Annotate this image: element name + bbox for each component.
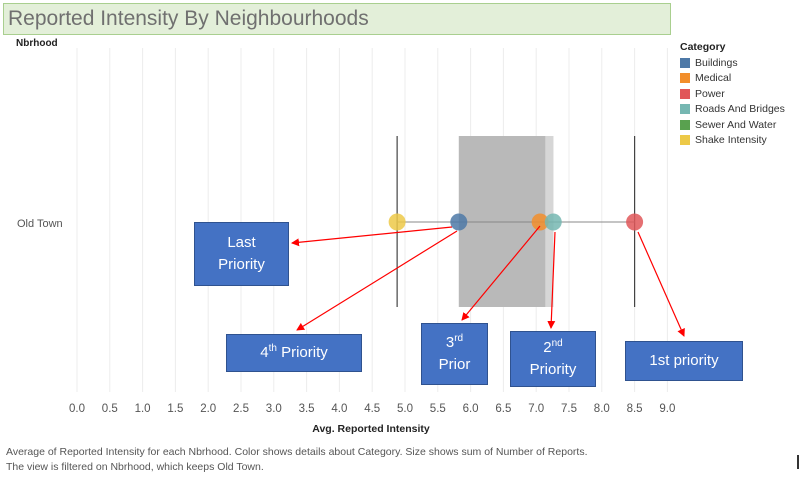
legend-item-roads-and-bridges[interactable]: Roads And Bridges <box>680 102 785 118</box>
x-tick-label: 0.0 <box>69 403 85 415</box>
annotation-fourth-num: 4 <box>260 344 269 362</box>
data-point-medical <box>531 213 549 231</box>
legend-title: Category <box>680 41 726 53</box>
legend-label: Power <box>695 87 725 100</box>
x-tick-label: 1.5 <box>167 403 183 415</box>
legend-swatch-power <box>680 88 690 99</box>
x-tick-label: 9.0 <box>659 403 675 415</box>
x-axis-ticks: 0.0 0.5 1.0 1.5 2.0 2.5 3.0 3.5 4.0 4.5 5.0 5.5 6.0 6… <box>69 403 675 415</box>
legend-swatch-shake-intensity <box>680 135 690 146</box>
data-point-power <box>626 213 644 231</box>
x-tick-label: 1.0 <box>135 403 151 415</box>
x-tick-label: 4.5 <box>364 403 380 415</box>
x-tick-label: 6.0 <box>463 403 479 415</box>
legend-item-medical[interactable]: Medical <box>680 71 785 87</box>
chart-title-box: Reported Intensity By Neighbourhoods <box>3 3 671 35</box>
annotation-arrows <box>291 225 685 337</box>
annotation-last-priority: Last Priority <box>194 222 289 286</box>
legend-label: Medical <box>695 72 732 85</box>
annotation-fourth-sup: th <box>268 343 277 355</box>
annotation-third-sup: rd <box>454 333 464 345</box>
x-tick-label: 6.5 <box>495 403 511 415</box>
data-point-shake-intensity <box>388 213 406 231</box>
text-cursor <box>797 455 799 469</box>
chart-caption: Average of Reported Intensity for each N… <box>6 445 588 475</box>
annotation-second-priority: 2nd Priority <box>510 331 596 387</box>
arrow-third-priority <box>461 225 541 321</box>
annotation-second-line2: Priority <box>529 361 577 378</box>
x-tick-label: 5.0 <box>397 403 413 415</box>
annotation-first-text: 1st priority <box>649 352 719 370</box>
chart-title: Reported Intensity By Neighbourhoods <box>8 7 369 30</box>
legend-label: Shake Intensity <box>695 134 767 147</box>
annotation-last-line1: Last <box>227 234 256 252</box>
annotation-first-priority: 1st priority <box>625 341 743 381</box>
x-tick-label: 7.0 <box>528 403 544 415</box>
annotation-third-priority: 3rd Prior <box>421 323 488 385</box>
x-tick-label: 5.5 <box>430 403 446 415</box>
row-header: Nbrhood <box>16 38 58 49</box>
x-tick-label: 7.5 <box>561 403 577 415</box>
legend-swatch-roads-and-bridges <box>680 104 690 115</box>
caption-line2: The view is filtered on Nbrhood, which k… <box>6 461 264 473</box>
caption-line1: Average of Reported Intensity for each N… <box>6 446 588 458</box>
annotation-second-num: 2 <box>543 339 552 357</box>
arrow-second-priority <box>547 231 556 329</box>
data-point-roads-and-bridges <box>544 213 562 231</box>
x-tick-label: 2.0 <box>200 403 216 415</box>
x-axis-title: Avg. Reported Intensity <box>312 423 430 435</box>
legend-label: Roads And Bridges <box>695 103 785 116</box>
annotation-third-line2: Prior <box>438 356 471 373</box>
legend: Category Buildings Medical Power Roads A… <box>680 41 785 148</box>
x-tick-label: 8.0 <box>594 403 610 415</box>
data-point-buildings <box>450 213 468 231</box>
legend-item-buildings[interactable]: Buildings <box>680 55 785 71</box>
x-tick-label: 4.0 <box>331 403 347 415</box>
annotation-second-sup: nd <box>551 338 563 350</box>
arrow-first-priority <box>637 231 685 337</box>
x-tick-label: 3.0 <box>266 403 282 415</box>
arrow-last-priority <box>291 226 453 247</box>
legend-label: Sewer And Water <box>695 118 777 131</box>
x-tick-label: 8.5 <box>627 403 643 415</box>
arrow-fourth-priority <box>296 230 458 331</box>
annotation-third-num: 3 <box>445 334 455 352</box>
legend-item-power[interactable]: Power <box>680 86 785 102</box>
annotation-last-line2: Priority <box>218 256 265 273</box>
data-points <box>388 213 644 231</box>
legend-label: Buildings <box>695 56 738 69</box>
x-tick-label: 0.5 <box>102 403 118 415</box>
legend-item-shake-intensity[interactable]: Shake Intensity <box>680 133 785 149</box>
x-tick-label: 3.5 <box>299 403 315 415</box>
legend-item-sewer-and-water[interactable]: Sewer And Water <box>680 117 785 133</box>
annotation-fourth-text: Priority <box>276 344 328 362</box>
row-label-old-town: Old Town <box>17 218 63 230</box>
x-tick-label: 2.5 <box>233 403 249 415</box>
legend-swatch-buildings <box>680 57 690 68</box>
legend-swatch-medical <box>680 73 690 84</box>
annotation-fourth-priority: 4th Priority <box>226 334 362 372</box>
legend-swatch-sewer-and-water <box>680 119 690 130</box>
